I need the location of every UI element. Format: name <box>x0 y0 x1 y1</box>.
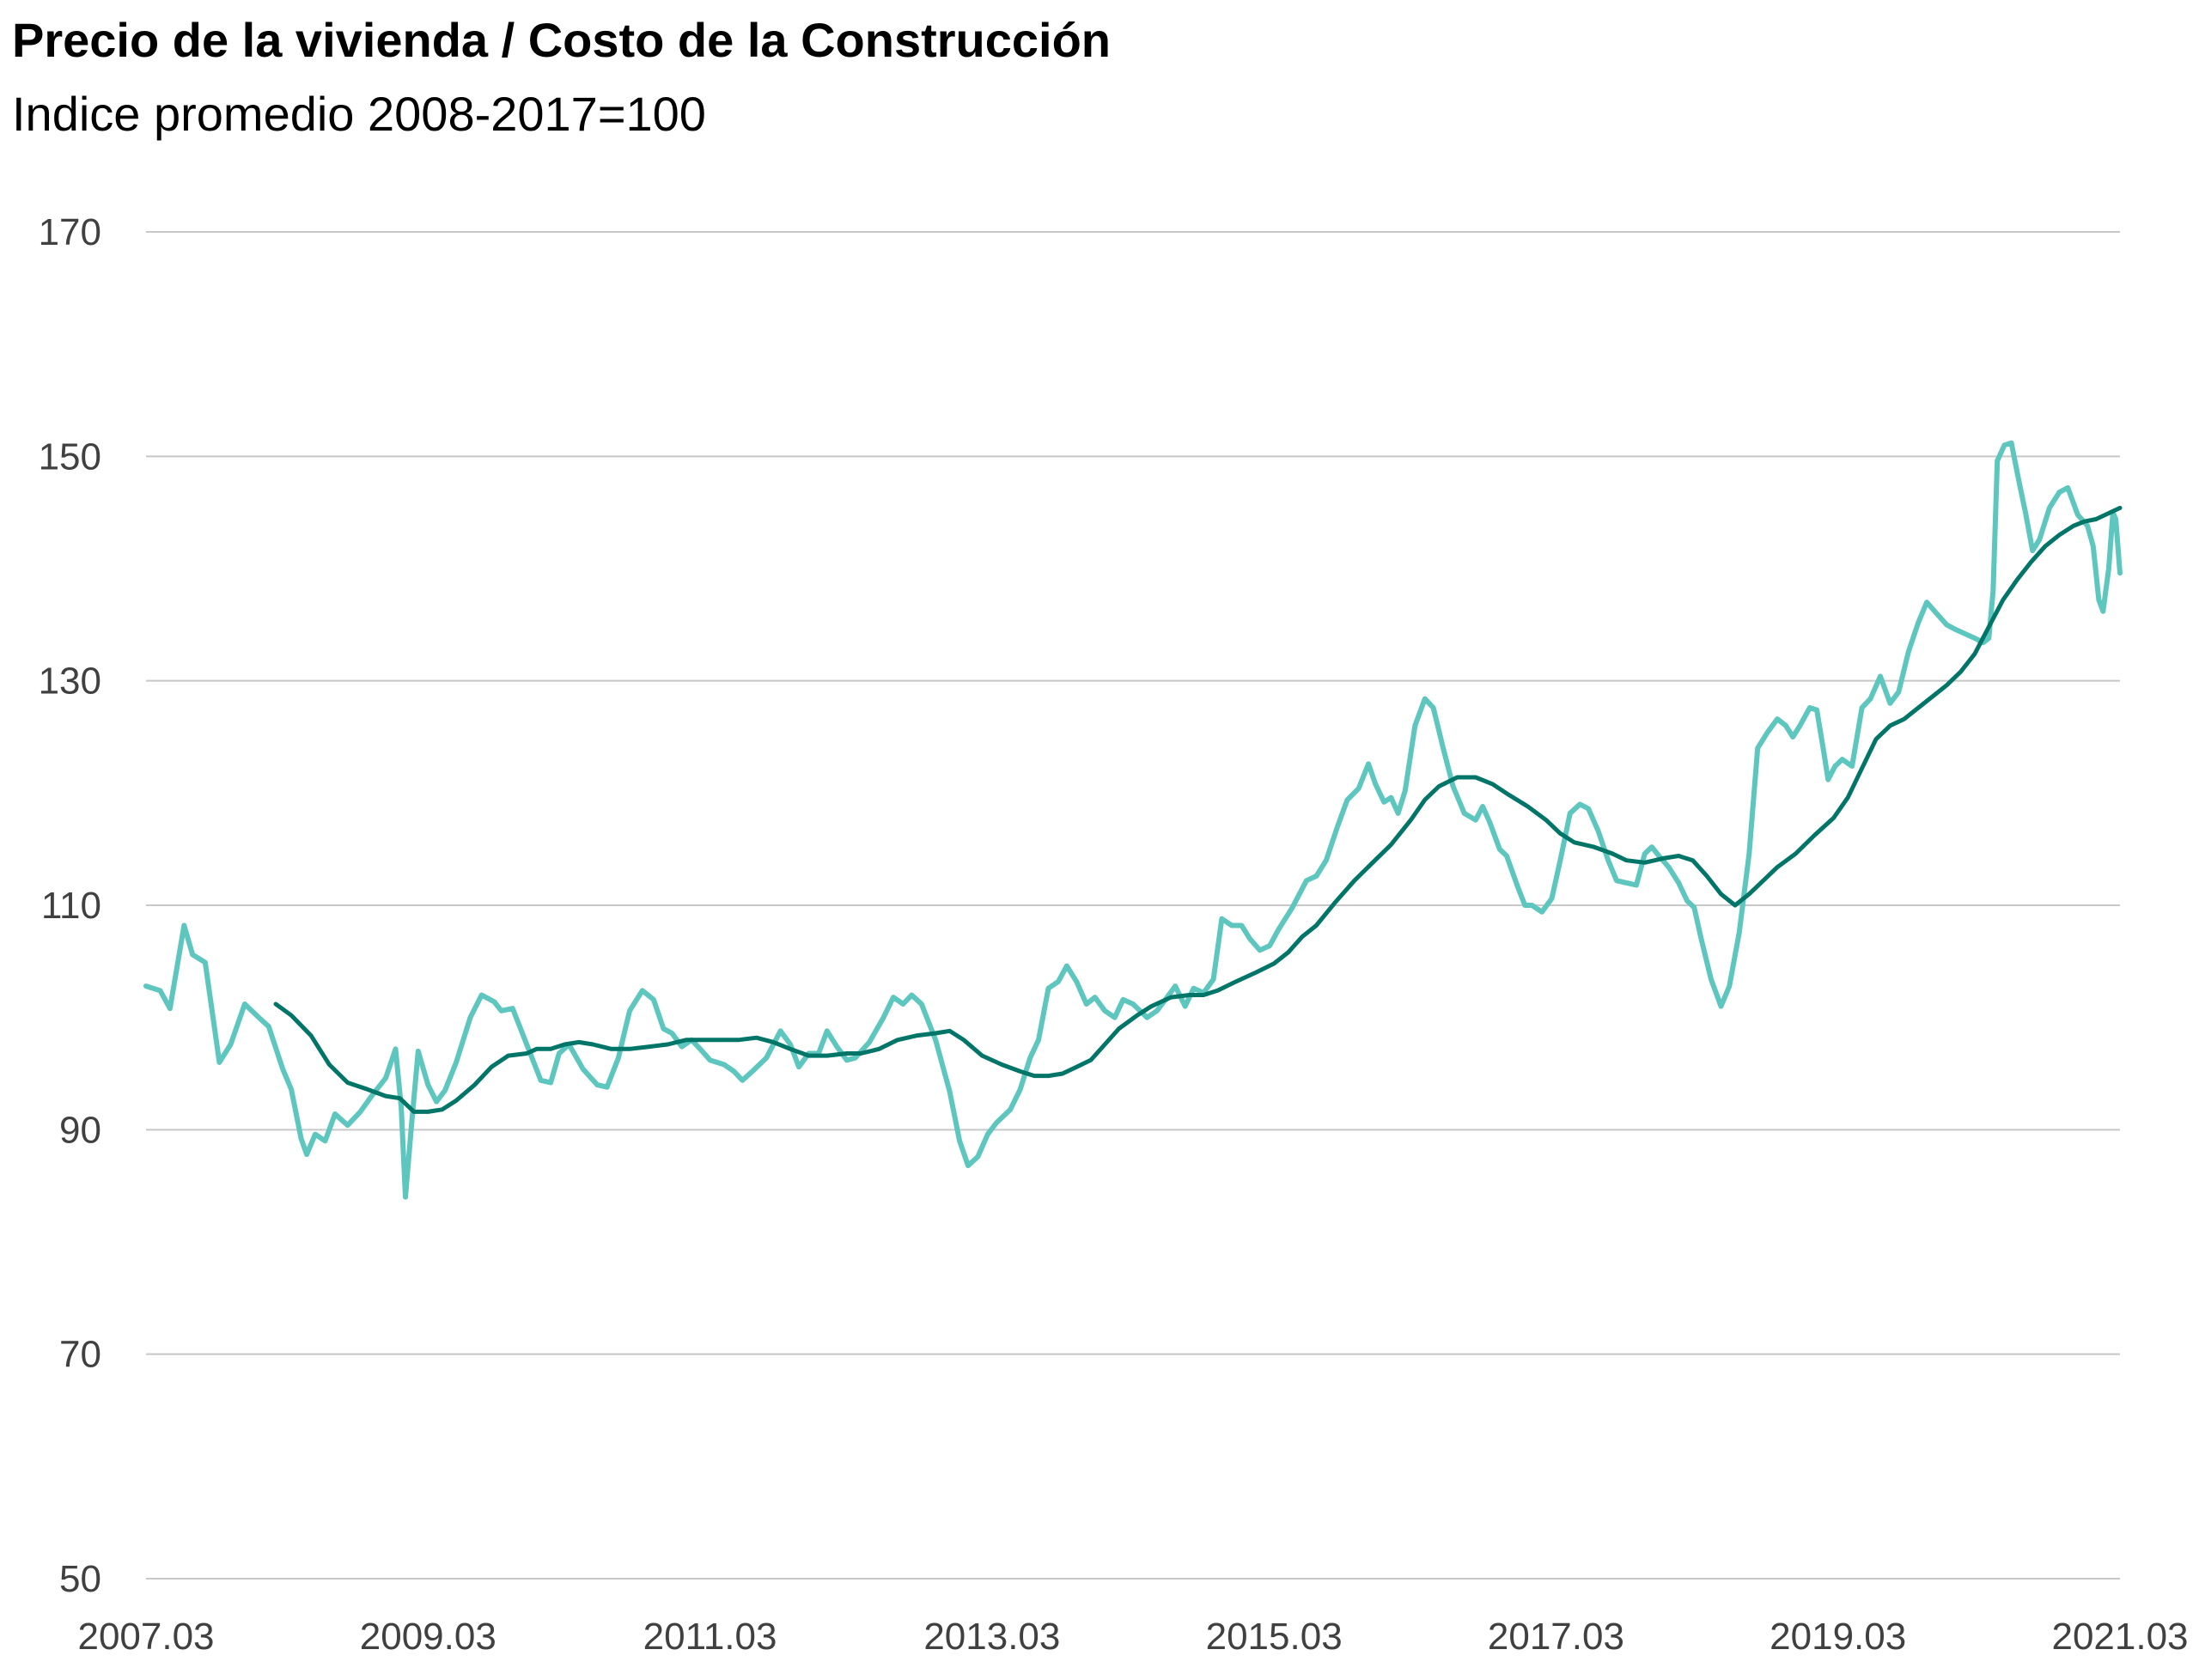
x-tick-label: 2013.03 <box>923 1616 1060 1658</box>
y-tick-label: 50 <box>59 1558 101 1600</box>
x-tick-label: 2007.03 <box>77 1616 214 1658</box>
x-tick-label: 2021.03 <box>2051 1616 2188 1658</box>
gridlines <box>146 231 2120 1580</box>
y-tick-label: 170 <box>39 211 101 253</box>
x-axis: 2007.03 2009.03 2011.03 2013.03 2015.03 2017.… <box>77 1616 2188 1658</box>
x-tick-label: 2019.03 <box>1770 1616 1906 1658</box>
series-group <box>143 440 2123 1200</box>
y-tick-label: 130 <box>39 660 101 703</box>
x-tick-label: 2011.03 <box>643 1616 777 1658</box>
x-tick-label: 2017.03 <box>1488 1616 1624 1658</box>
series-line-1 <box>143 440 2123 1200</box>
y-axis: 50 70 90 110 130 150 170 <box>39 211 101 1600</box>
y-tick-label: 150 <box>39 435 101 478</box>
y-tick-label: 90 <box>59 1109 101 1151</box>
chart-title: Precio de la vivienda / Costo de la Cons… <box>12 13 1112 67</box>
series-line-2 <box>273 505 2123 1114</box>
x-tick-label: 2015.03 <box>1206 1616 1343 1658</box>
y-tick-label: 70 <box>59 1334 101 1376</box>
y-tick-label: 110 <box>41 885 101 927</box>
x-tick-label: 2009.03 <box>360 1616 496 1658</box>
chart-subtitle: Indice promedio 2008-2017=100 <box>12 87 706 141</box>
